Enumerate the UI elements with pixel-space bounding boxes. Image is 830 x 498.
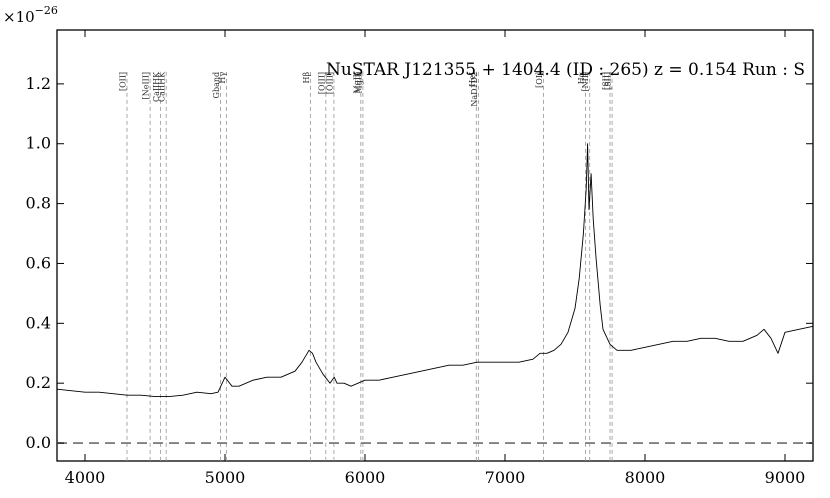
y-tick-label: 0.2 [26,373,51,392]
y-tick-label: 0.4 [26,313,51,332]
x-tick-label: 8000 [625,468,666,487]
emission-line-label: HeI [468,72,477,87]
x-tick-label: 9000 [765,468,806,487]
emission-line-label: CaIIHK [152,71,161,102]
emission-line-label: CaIIHK [158,71,167,102]
x-axis-ticks: 4000 5000 6000 7000 8000 9000 [65,30,806,487]
x-tick-label: 7000 [485,468,526,487]
emission-line-label: [OII] [119,72,128,91]
y-tick-label: 1.2 [26,74,51,93]
chart-title: NuSTAR J121355 + 1404.4 (ID : 265) z = 0… [326,60,805,80]
emission-line-label: MgIb [352,72,361,94]
emission-line-label: Hα [577,71,586,84]
emission-line-label: [OI] [535,72,544,88]
emission-line-label: [SII] [602,72,611,90]
emission-line-label: Hγ [218,72,227,84]
emission-line-label: NaD1D2 [470,72,479,107]
y-axis-ticks: 0.0 0.2 0.4 0.6 0.8 1.0 1.2 [26,74,813,452]
y-tick-label: 0.6 [26,253,51,272]
emission-line-label: Gband [212,72,221,99]
y-tick-label: 0.8 [26,194,51,213]
y-scale-factor: ×10 [3,8,35,26]
y-tick-label: 0.0 [26,433,51,452]
y-axis-scale-factor: ×10−26 [3,4,58,26]
x-tick-label: 5000 [205,468,246,487]
emission-line-label: [SII] [604,72,613,90]
spectrum-series-line [56,143,814,398]
y-tick-label: 1.0 [26,134,51,153]
x-tick-label: 4000 [65,468,106,487]
emission-line-label: [NII] [581,72,590,92]
emission-line-label: [OIII] [325,72,334,94]
emission-line-label: Hβ [302,72,311,84]
x-tick-label: 6000 [345,468,386,487]
y-scale-exponent: −26 [35,4,58,17]
emission-line-label: [NeIII] [142,72,151,99]
emission-line-label: MgIb [354,72,363,94]
emission-line-label: [OIII] [317,72,326,94]
plot-frame [56,29,814,462]
